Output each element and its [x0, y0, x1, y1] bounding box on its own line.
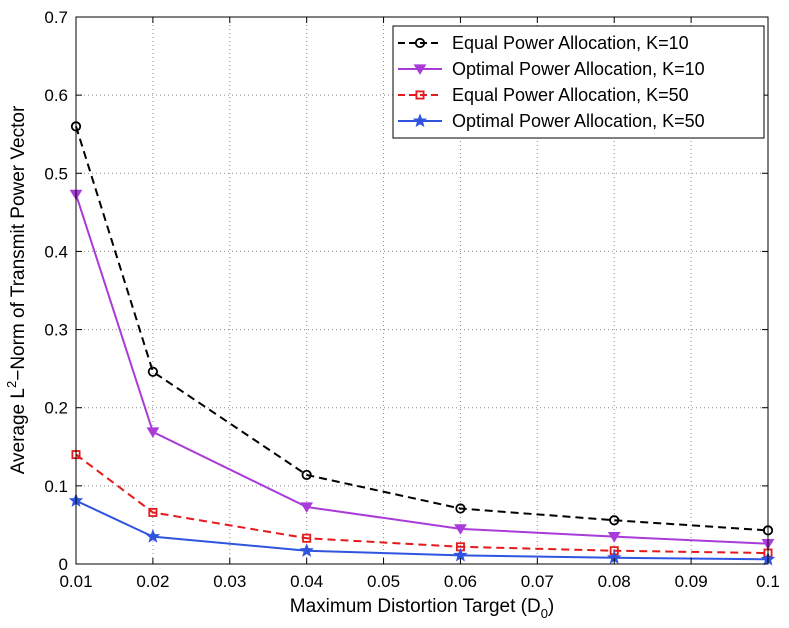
- legend-label: Equal Power Allocation, K=50: [452, 85, 689, 105]
- legend-marker: [414, 37, 426, 49]
- legend-label: Equal Power Allocation, K=10: [452, 33, 689, 53]
- x-tick-label: 0.03: [213, 572, 246, 591]
- x-tick-label: 0.01: [59, 572, 92, 591]
- x-tick-label: 0.08: [598, 572, 631, 591]
- x-axis-label-subscript: 0: [541, 606, 548, 621]
- data-point: [299, 543, 314, 557]
- legend-marker: [415, 90, 425, 100]
- y-axis-label: Average L2−Norm of Transmit Power Vector: [4, 105, 29, 474]
- x-tick-label: 0.02: [136, 572, 169, 591]
- data-point: [301, 469, 312, 481]
- legend-marker: [412, 113, 428, 128]
- x-tick-label: 0.1: [756, 572, 780, 591]
- series-1: [70, 121, 774, 536]
- x-tick-label: 0.09: [675, 572, 708, 591]
- data-point: [302, 533, 312, 543]
- x-tick-label: 0.07: [521, 572, 554, 591]
- series-3: [71, 450, 773, 558]
- data-point: [146, 427, 160, 438]
- data-point: [145, 529, 161, 543]
- data-point: [454, 524, 467, 535]
- y-tick-label: 0.6: [44, 86, 68, 105]
- legend-item: Optimal Power Allocation, K=10: [398, 59, 705, 79]
- series-line: [75, 194, 769, 545]
- series-layer: [68, 121, 776, 566]
- series-line: [75, 453, 769, 555]
- plot-frame: [75, 16, 769, 565]
- legend-item: Equal Power Allocation, K=50: [398, 85, 689, 105]
- y-tick-label: 0: [59, 555, 68, 574]
- series-4: [68, 493, 776, 566]
- data-point: [300, 502, 314, 513]
- y-tick-label: 0.5: [44, 164, 68, 183]
- legend-marker: [413, 64, 427, 75]
- data-point: [607, 532, 621, 543]
- series-line: [75, 126, 769, 532]
- data-point: [147, 366, 158, 377]
- y-tick-label: 0.2: [44, 399, 68, 418]
- series-2: [69, 189, 775, 550]
- data-point: [148, 507, 158, 517]
- y-tick-label: 0.1: [44, 477, 68, 496]
- y-tick-label: 0.7: [44, 8, 68, 27]
- y-tick-label: 0.4: [44, 242, 68, 261]
- legend-label: Optimal Power Allocation, K=50: [452, 111, 705, 131]
- legend-box: [392, 25, 765, 139]
- series-line: [75, 499, 769, 561]
- legend-label: Optimal Power Allocation, K=10: [452, 59, 705, 79]
- data-point: [609, 515, 620, 526]
- legend-item: Optimal Power Allocation, K=50: [398, 111, 705, 131]
- data-point: [455, 503, 466, 514]
- x-axis-label: Maximum Distortion Target (D0): [290, 596, 555, 621]
- y-axis-label-superscript: 2: [4, 381, 19, 388]
- axis-ticks: 0.01 0.02 0.03 0.04 0.05 0.06 0.07 0.08 0.09 0.1 0…: [44, 8, 779, 591]
- legend-item: Equal Power Allocation, K=10: [398, 33, 689, 53]
- x-tick-label: 0.06: [444, 572, 477, 591]
- legend: Equal Power Allocation, K=10 Optimal Powe…: [392, 25, 765, 139]
- x-tick-label: 0.04: [290, 572, 323, 591]
- y-tick-label: 0.3: [44, 321, 68, 340]
- x-tick-label: 0.05: [367, 572, 400, 591]
